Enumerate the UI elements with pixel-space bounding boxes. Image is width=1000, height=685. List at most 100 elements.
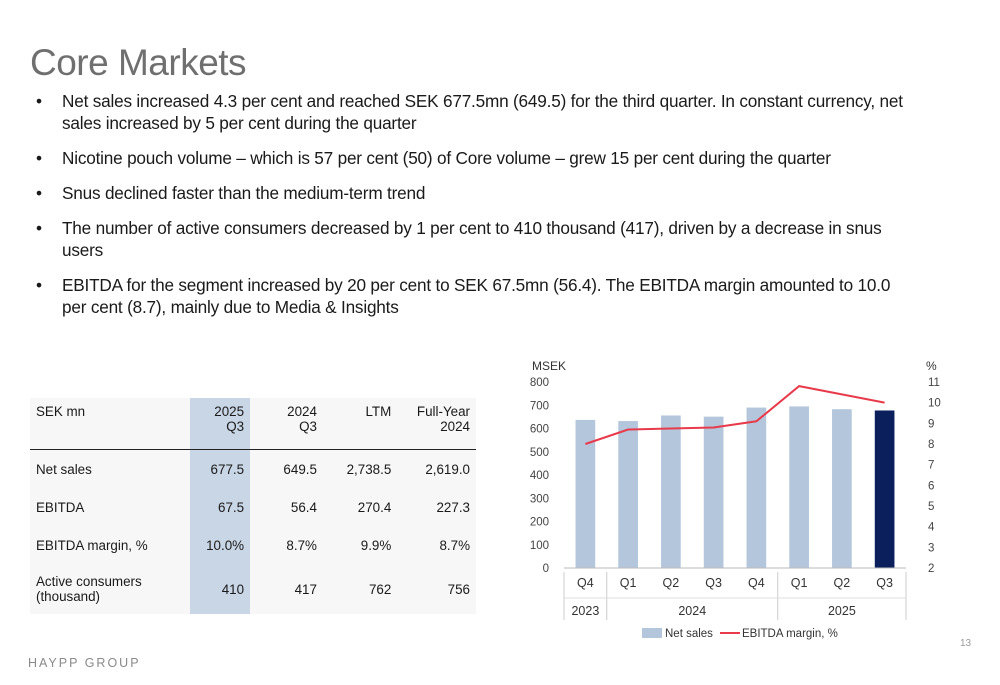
y-tick-label: 500	[530, 447, 549, 459]
y2-tick-label: 3	[928, 542, 934, 554]
row-label: EBITDA	[36, 499, 85, 515]
y-tick-label: 300	[530, 493, 549, 505]
y-tick-label: 200	[530, 517, 549, 529]
cell-2024-q3: 417	[294, 581, 317, 597]
left-axis-unit: MSEK	[532, 359, 566, 373]
x-tick-label: Q3	[876, 576, 893, 590]
table-header-2025-q3: 2025 Q3	[189, 398, 251, 450]
legend-label-net-sales: Net sales	[665, 628, 713, 640]
financial-table: SEK mn 2025 Q3 2024 Q3 LTM Full-Year 2024 N…	[30, 398, 476, 614]
y2-tick-label: 7	[928, 460, 934, 472]
page-number: 13	[960, 638, 972, 649]
header-line: 2024	[287, 404, 317, 419]
cell-ltm: 9.9%	[360, 537, 392, 553]
bullet-item: • The number of active consumers decrease…	[36, 217, 906, 261]
header-line: Q3	[226, 419, 245, 434]
y2-tick-label: 2	[928, 563, 934, 575]
bar-net-sales	[874, 410, 895, 568]
bullet-text: The number of active consumers decreased…	[62, 218, 882, 260]
table-header-2024-q3: 2024 Q3	[250, 398, 323, 450]
header-line: 2024	[440, 419, 470, 434]
cell-2024-q3: 56.4	[290, 499, 317, 515]
table-header-ltm: LTM	[322, 398, 398, 450]
table-header-label: SEK mn	[30, 398, 190, 450]
line-ebitda-margin	[585, 385, 885, 445]
cell-full-year: 8.7%	[439, 537, 470, 553]
bullet-text: Net sales increased 4.3 per cent and rea…	[62, 91, 903, 133]
table-row: Net sales 677.5 649.5 2,738.5 2,619.0	[30, 449, 476, 488]
bar-net-sales	[832, 409, 852, 568]
table-header-full-year: Full-Year 2024	[397, 398, 476, 450]
bar-net-sales	[661, 415, 681, 568]
y-tick-label: 600	[530, 424, 549, 436]
right-axis-unit: %	[926, 359, 937, 373]
header-line: Q3	[299, 419, 317, 434]
y-tick-label: 0	[543, 563, 549, 575]
x-tick-label: Q4	[748, 576, 765, 590]
cell-full-year: 756	[447, 581, 470, 597]
y-tick-label: 700	[530, 400, 549, 412]
year-group-label: 2025	[828, 604, 856, 618]
bar-net-sales	[703, 416, 724, 568]
y2-tick-label: 10	[928, 398, 941, 410]
row-label: EBITDA margin, %	[36, 537, 148, 553]
bullet-item: • Net sales increased 4.3 per cent and re…	[36, 90, 906, 134]
cell-full-year: 227.3	[436, 499, 470, 515]
x-tick-label: Q1	[620, 576, 637, 590]
cell-2025-q3: 10.0%	[189, 526, 251, 564]
bullet-dot: •	[36, 183, 42, 203]
legend-label-ebitda-margin: EBITDA margin, %	[742, 628, 838, 640]
table-row: EBITDA margin, % 10.0% 8.7% 9.9% 8.7%	[30, 526, 476, 564]
row-label: Active consumers (thousand)	[36, 574, 142, 604]
y2-tick-label: 4	[928, 522, 935, 534]
header-line: 2025	[214, 404, 245, 419]
bullet-item: • Nicotine pouch volume – which is 57 per…	[36, 147, 906, 169]
bullet-text: Snus declined faster than the medium-ter…	[62, 183, 426, 203]
bullet-dot: •	[36, 218, 42, 238]
cell-ltm: 270.4	[357, 499, 392, 515]
table-row: EBITDA 67.5 56.4 270.4 227.3	[30, 488, 476, 526]
bar-net-sales	[618, 421, 638, 568]
cell-2025-q3: 677.5	[189, 449, 251, 488]
page-title: Core Markets	[30, 42, 247, 83]
cell-full-year: 2,619.0	[425, 461, 470, 477]
year-group-label: 2024	[678, 604, 706, 618]
x-tick-label: Q1	[791, 576, 808, 590]
y2-tick-label: 11	[928, 377, 940, 389]
net-sales-ebitda-chart: MSEK % 0 100 200 300 400 500 600 700 800 2 3 4 5 6 7 8 9 10…	[530, 359, 941, 640]
bullet-item: • EBITDA for the segment increased by 20 …	[36, 274, 906, 318]
cell-ltm: 2,738.5	[346, 461, 392, 477]
bar-net-sales	[746, 407, 767, 568]
cell-2024-q3: 649.5	[283, 461, 317, 477]
table-header-row: SEK mn 2025 Q3 2024 Q3 LTM Full-Year 2024	[30, 398, 476, 450]
x-tick-label: Q4	[577, 576, 594, 590]
bullet-list: • Net sales increased 4.3 per cent and re…	[36, 90, 906, 331]
bullet-dot: •	[36, 148, 42, 168]
y2-tick-label: 6	[928, 480, 934, 492]
y2-tick-label: 5	[928, 501, 934, 513]
y-tick-label: 800	[530, 377, 549, 389]
bullet-dot: •	[36, 275, 42, 295]
y-tick-label: 400	[530, 470, 549, 482]
y-tick-label: 100	[530, 540, 549, 552]
bar-net-sales	[575, 419, 596, 568]
cell-2025-q3: 67.5	[189, 488, 251, 526]
y2-tick-label: 9	[928, 418, 934, 430]
bar-net-sales	[789, 406, 809, 568]
row-label: Net sales	[36, 461, 92, 477]
brand-logo-text: HAYPP GROUP	[28, 656, 141, 670]
cell-ltm: 762	[368, 581, 392, 597]
header-line: Full-Year	[416, 404, 470, 419]
legend-swatch-net-sales	[642, 628, 662, 638]
bullet-text: Nicotine pouch volume – which is 57 per …	[62, 148, 831, 168]
x-tick-label: Q2	[663, 576, 680, 590]
cell-2025-q3: 410	[189, 564, 251, 614]
year-group-label: 2023	[571, 604, 599, 618]
y2-tick-label: 8	[928, 439, 934, 451]
x-tick-label: Q3	[705, 576, 722, 590]
table-row: Active consumers (thousand) 410 417 762 …	[30, 564, 476, 614]
x-tick-label: Q2	[834, 576, 851, 590]
cell-2024-q3: 8.7%	[286, 537, 317, 553]
bullet-text: EBITDA for the segment increased by 20 p…	[62, 275, 891, 317]
bullet-dot: •	[36, 91, 42, 111]
